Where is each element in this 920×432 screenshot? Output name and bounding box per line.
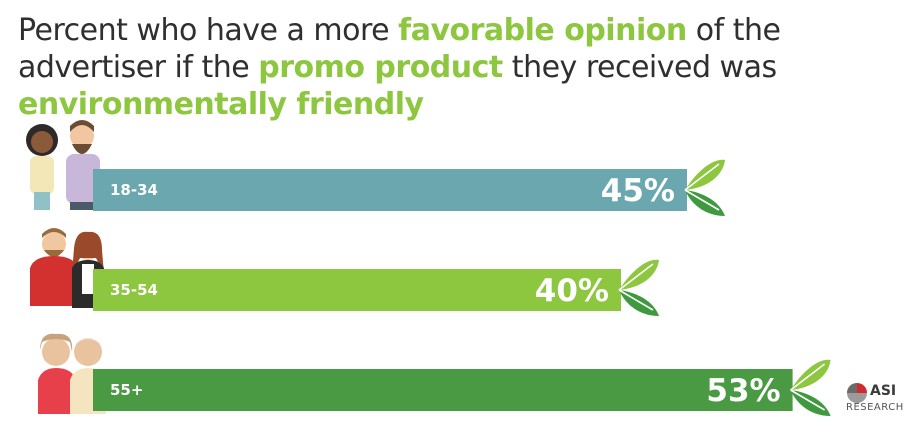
leaf-icon [789,358,832,417]
bar-category-label: 55+ [110,381,143,399]
asi-logo: ASI RESEARCH [842,380,912,420]
title-part-1: Percent who have a more [18,13,399,48]
bars-layer: 18-34 45% 35-54 40% 55+ 53% [93,158,832,417]
bar-55+ [93,369,793,411]
bar-18-34 [93,169,687,211]
bar-value-label: 40% [535,273,609,309]
title-part-2: of the advertiser if the [18,13,781,85]
bar-value-label: 45% [601,173,675,209]
bar-category-label: 18-34 [110,181,158,199]
asi-logo-icon [847,383,867,403]
middle-aged-people-icon [30,228,104,308]
leaf-icon [684,158,726,217]
chart-title: Percent who have a more favorable opinio… [18,12,908,123]
logo-subtitle: RESEARCH [846,402,904,413]
bar-category-label: 35-54 [110,281,158,299]
title-highlight-2: promo product [258,50,503,85]
young-people-icon [26,120,100,210]
title-part-3: they received was [502,50,777,85]
title-highlight-1: favorable opinion [398,13,687,48]
title-highlight-3: environmentally friendly [18,87,424,122]
logo-name: ASI [870,383,897,399]
bar-value-label: 53% [706,373,780,409]
bar-35-54 [93,269,621,311]
leaf-icon [618,258,660,317]
